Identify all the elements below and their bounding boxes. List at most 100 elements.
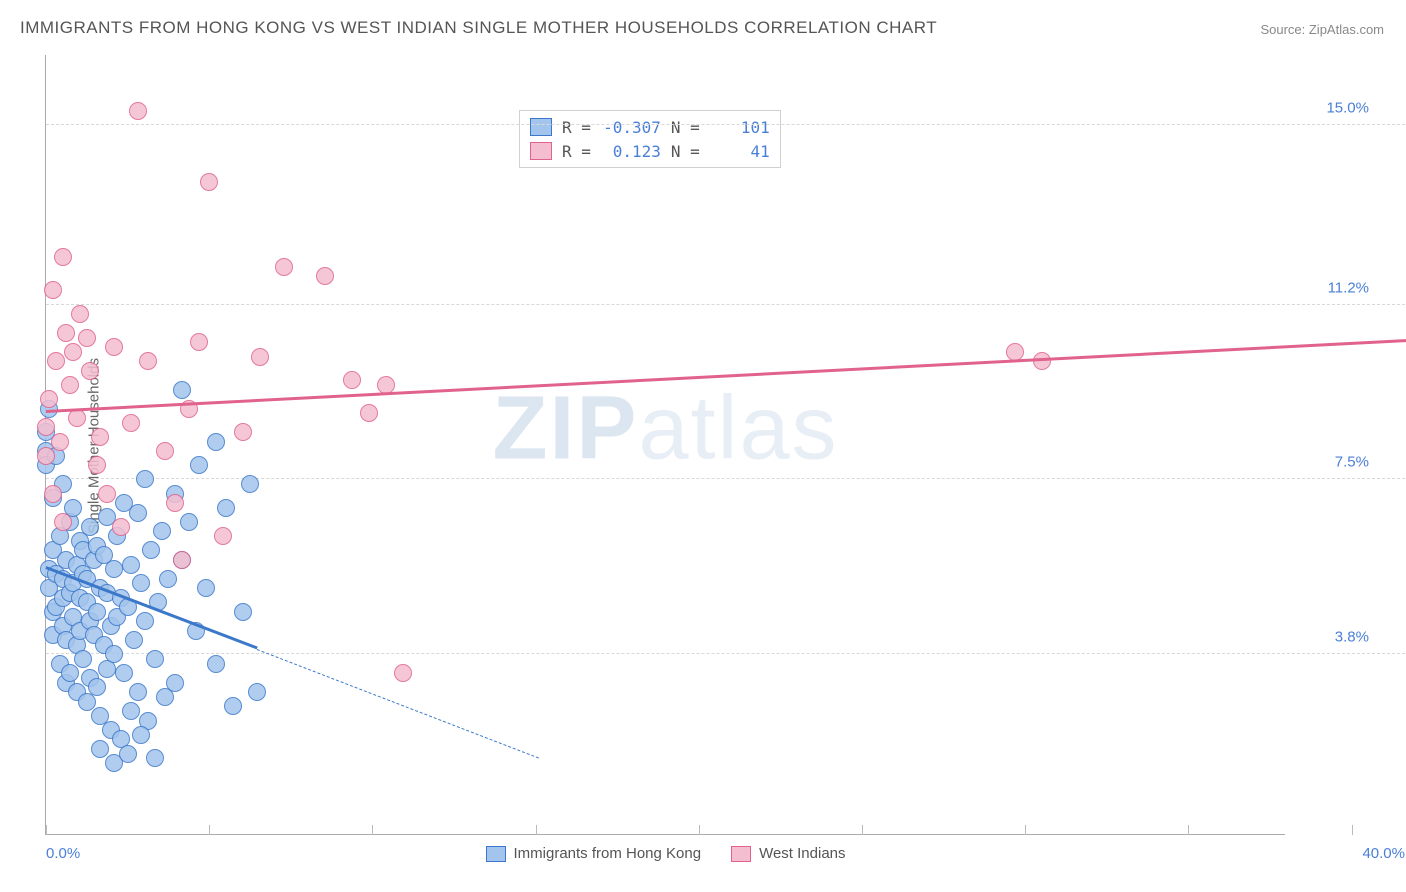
y-tick-label: 15.0%: [1326, 99, 1369, 116]
swatch-hk: [485, 846, 505, 862]
data-point-hk: [119, 745, 137, 763]
data-point-hk: [105, 645, 123, 663]
data-point-hk: [132, 726, 150, 744]
data-point-wi: [394, 664, 412, 682]
gridline: [46, 304, 1405, 305]
x-tick: [1025, 825, 1026, 835]
source-attribution: Source: ZipAtlas.com: [1260, 22, 1384, 37]
data-point-wi: [78, 329, 96, 347]
data-point-hk: [146, 749, 164, 767]
data-point-hk: [132, 574, 150, 592]
gridline: [46, 653, 1405, 654]
swatch-hk: [530, 118, 552, 136]
x-tick: [536, 825, 537, 835]
data-point-wi: [251, 348, 269, 366]
data-point-wi: [40, 390, 58, 408]
x-tick: [372, 825, 373, 835]
data-point-hk: [129, 504, 147, 522]
chart-title: IMMIGRANTS FROM HONG KONG VS WEST INDIAN…: [20, 18, 937, 38]
data-point-hk: [248, 683, 266, 701]
scatter-plot-area: ZIPatlas R = -0.307 N = 101 R = 0.123 N …: [45, 55, 1285, 835]
data-point-wi: [91, 428, 109, 446]
data-point-hk: [125, 631, 143, 649]
x-tick: [1352, 825, 1353, 835]
data-point-wi: [64, 343, 82, 361]
data-point-wi: [54, 248, 72, 266]
data-point-wi: [122, 414, 140, 432]
data-point-hk: [91, 740, 109, 758]
data-point-wi: [173, 551, 191, 569]
data-point-hk: [153, 522, 171, 540]
data-point-wi: [190, 333, 208, 351]
x-tick: [862, 825, 863, 835]
data-point-hk: [180, 513, 198, 531]
x-tick: [699, 825, 700, 835]
n-label: N =: [671, 118, 700, 137]
x-tick: [46, 825, 47, 835]
data-point-wi: [54, 513, 72, 531]
data-point-hk: [166, 674, 184, 692]
data-point-hk: [74, 650, 92, 668]
legend-item-wi: West Indians: [731, 845, 845, 862]
correlation-legend: R = -0.307 N = 101 R = 0.123 N = 41: [519, 110, 781, 168]
legend-label-hk: Immigrants from Hong Kong: [513, 845, 701, 862]
watermark-bold: ZIP: [492, 378, 638, 478]
data-point-wi: [275, 258, 293, 276]
data-point-wi: [200, 173, 218, 191]
n-label: N =: [671, 142, 700, 161]
data-point-hk: [142, 541, 160, 559]
data-point-wi: [88, 456, 106, 474]
watermark: ZIPatlas: [492, 377, 838, 480]
r-label: R =: [562, 142, 591, 161]
data-point-hk: [224, 697, 242, 715]
swatch-wi: [731, 846, 751, 862]
series-legend: Immigrants from Hong Kong West Indians: [485, 845, 845, 862]
gridline: [46, 124, 1405, 125]
legend-label-wi: West Indians: [759, 845, 845, 862]
data-point-wi: [37, 447, 55, 465]
watermark-light: atlas: [638, 378, 838, 478]
n-value-hk: 101: [710, 118, 770, 137]
data-point-wi: [57, 324, 75, 342]
n-value-wi: 41: [710, 142, 770, 161]
data-point-wi: [47, 352, 65, 370]
data-point-hk: [129, 683, 147, 701]
data-point-hk: [234, 603, 252, 621]
legend-row-wi: R = 0.123 N = 41: [530, 139, 770, 163]
data-point-wi: [51, 433, 69, 451]
data-point-wi: [343, 371, 361, 389]
r-value-wi: 0.123: [601, 142, 661, 161]
data-point-hk: [241, 475, 259, 493]
swatch-wi: [530, 142, 552, 160]
data-point-hk: [190, 456, 208, 474]
x-axis-start: 0.0%: [46, 845, 80, 862]
data-point-wi: [44, 485, 62, 503]
data-point-wi: [81, 362, 99, 380]
data-point-wi: [37, 418, 55, 436]
data-point-wi: [166, 494, 184, 512]
data-point-hk: [81, 518, 99, 536]
data-point-hk: [115, 664, 133, 682]
data-point-hk: [122, 702, 140, 720]
legend-row-hk: R = -0.307 N = 101: [530, 115, 770, 139]
data-point-wi: [129, 102, 147, 120]
data-point-hk: [207, 655, 225, 673]
data-point-hk: [146, 650, 164, 668]
data-point-wi: [112, 518, 130, 536]
data-point-hk: [136, 470, 154, 488]
x-axis-end: 40.0%: [1362, 845, 1405, 862]
data-point-wi: [105, 338, 123, 356]
data-point-hk: [159, 570, 177, 588]
data-point-hk: [88, 603, 106, 621]
data-point-wi: [316, 267, 334, 285]
y-tick-label: 3.8%: [1335, 629, 1369, 646]
data-point-wi: [214, 527, 232, 545]
data-point-hk: [122, 556, 140, 574]
x-tick: [209, 825, 210, 835]
data-point-hk: [105, 560, 123, 578]
data-point-wi: [71, 305, 89, 323]
data-point-hk: [197, 579, 215, 597]
data-point-hk: [173, 381, 191, 399]
r-value-hk: -0.307: [601, 118, 661, 137]
trend-line: [46, 339, 1406, 413]
